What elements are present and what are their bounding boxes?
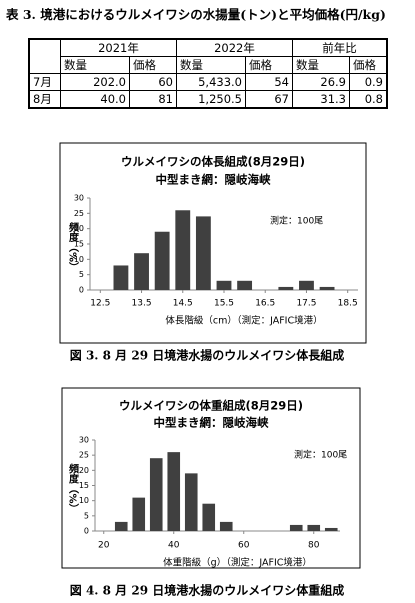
bar xyxy=(149,458,163,531)
y-tick-label: 5 xyxy=(84,511,89,520)
x-tick-label: 60 xyxy=(238,541,250,551)
y-tick-label: 25 xyxy=(79,451,89,460)
table-cell: 0.8 xyxy=(349,90,388,109)
y-tick-label: 10 xyxy=(79,496,89,505)
x-tick-label: 80 xyxy=(308,541,320,551)
table-cell: 54 xyxy=(245,73,293,91)
y-tick-label: 20 xyxy=(79,466,89,475)
bar xyxy=(216,280,232,290)
x-tick-label: 20 xyxy=(98,541,110,551)
bar xyxy=(113,265,129,290)
table-title: 表 3. 境港におけるウルメイワシの水揚量(トン)と平均価格(円/kg) xyxy=(6,7,386,22)
bar xyxy=(324,527,338,531)
chart-title: ウルメイワシの体重組成(8月29日) xyxy=(119,399,303,413)
y-tick-label: 0 xyxy=(84,527,89,536)
x-tick-label: 17.5 xyxy=(296,299,316,309)
y-axis-label: 頻度（%） xyxy=(67,221,80,272)
bar xyxy=(114,521,128,531)
data-table: 2021年 2022年 前年比 数量 価格 数量 価格 数量 価格 7月 202.0 60 5,433.… xyxy=(28,38,388,109)
chart-subtitle: 中型まき網：隠岐海峡 xyxy=(156,173,271,187)
table-row: 8月 40.0 81 1,250.5 67 31.3 0.8 xyxy=(28,90,388,109)
y-tick-label: 15 xyxy=(74,240,84,249)
x-tick-label: 40 xyxy=(168,541,180,551)
x-tick-label: 13.5 xyxy=(132,299,152,309)
table-cell: 0.9 xyxy=(349,73,388,91)
y-axis-label: 頻度（%） xyxy=(67,462,80,513)
table-cell: 40.0 xyxy=(60,90,130,109)
bar xyxy=(219,521,233,531)
x-tick-label: 18.5 xyxy=(338,299,358,309)
bar xyxy=(134,253,149,290)
x-axis-label: 体重階級（g）（測定：JAFIC境港） xyxy=(163,557,312,569)
bar xyxy=(237,280,253,290)
figure-frame xyxy=(61,387,361,569)
y-tick-label: 0 xyxy=(79,286,84,295)
table-cell: 67 xyxy=(245,90,293,109)
row-label: 8月 xyxy=(28,90,61,109)
corner-cell xyxy=(28,38,61,74)
chart-subtitle: 中型まき網：隠岐海峡 xyxy=(154,416,269,430)
bar xyxy=(132,497,146,531)
y-tick-label: 20 xyxy=(74,224,84,233)
figure-caption: 図 3. 8 月 29 日境港水揚のウルメイワシ体長組成 xyxy=(70,348,344,363)
bar xyxy=(278,286,294,290)
y-tick-label: 30 xyxy=(79,436,89,445)
y-tick-label: 30 xyxy=(74,194,84,203)
figure-frame xyxy=(59,142,367,344)
bar xyxy=(195,216,211,290)
bar xyxy=(319,286,335,290)
annotation: 測定：100尾 xyxy=(270,215,323,227)
y-tick-label: 25 xyxy=(74,209,84,218)
bar xyxy=(154,231,170,290)
table-row: 数量 価格 数量 価格 数量 価格 xyxy=(29,56,388,74)
bar xyxy=(299,280,314,290)
table-row: 7月 202.0 60 5,433.0 54 26.9 0.9 xyxy=(28,73,388,91)
table-cell: 5,433.0 xyxy=(176,73,246,91)
table-cell: 60 xyxy=(129,73,177,91)
table-cell: 31.3 xyxy=(292,90,350,109)
table-cell: 1,250.5 xyxy=(176,90,246,109)
sub-header: 価格 xyxy=(349,56,388,74)
chart-title: ウルメイワシの体長組成(8月29日) xyxy=(121,155,305,169)
bar xyxy=(307,524,321,531)
x-tick-label: 16.5 xyxy=(255,299,275,309)
bar xyxy=(175,210,191,290)
y-tick-label: 5 xyxy=(79,270,84,279)
y-tick-label: 15 xyxy=(79,481,89,490)
table-cell: 26.9 xyxy=(292,73,350,91)
figure-caption: 図 4. 8 月 29 日境港水揚のウルメイワシ体重組成 xyxy=(70,583,344,598)
group-header: 2021年 xyxy=(60,38,177,57)
row-label: 7月 xyxy=(28,73,61,91)
x-axis-label: 体長階級（cm）（測定：JAFIC境港） xyxy=(165,315,322,327)
sub-header: 価格 xyxy=(245,56,293,74)
x-tick-label: 12.5 xyxy=(90,299,110,309)
bar xyxy=(202,503,216,531)
annotation: 測定：100尾 xyxy=(294,449,347,461)
x-tick-label: 15.5 xyxy=(214,299,234,309)
bar xyxy=(289,524,303,531)
x-tick-label: 14.5 xyxy=(173,299,193,309)
table-cell: 202.0 xyxy=(60,73,130,91)
bar xyxy=(184,473,198,531)
bar xyxy=(167,452,181,531)
y-tick-label: 10 xyxy=(74,255,84,264)
